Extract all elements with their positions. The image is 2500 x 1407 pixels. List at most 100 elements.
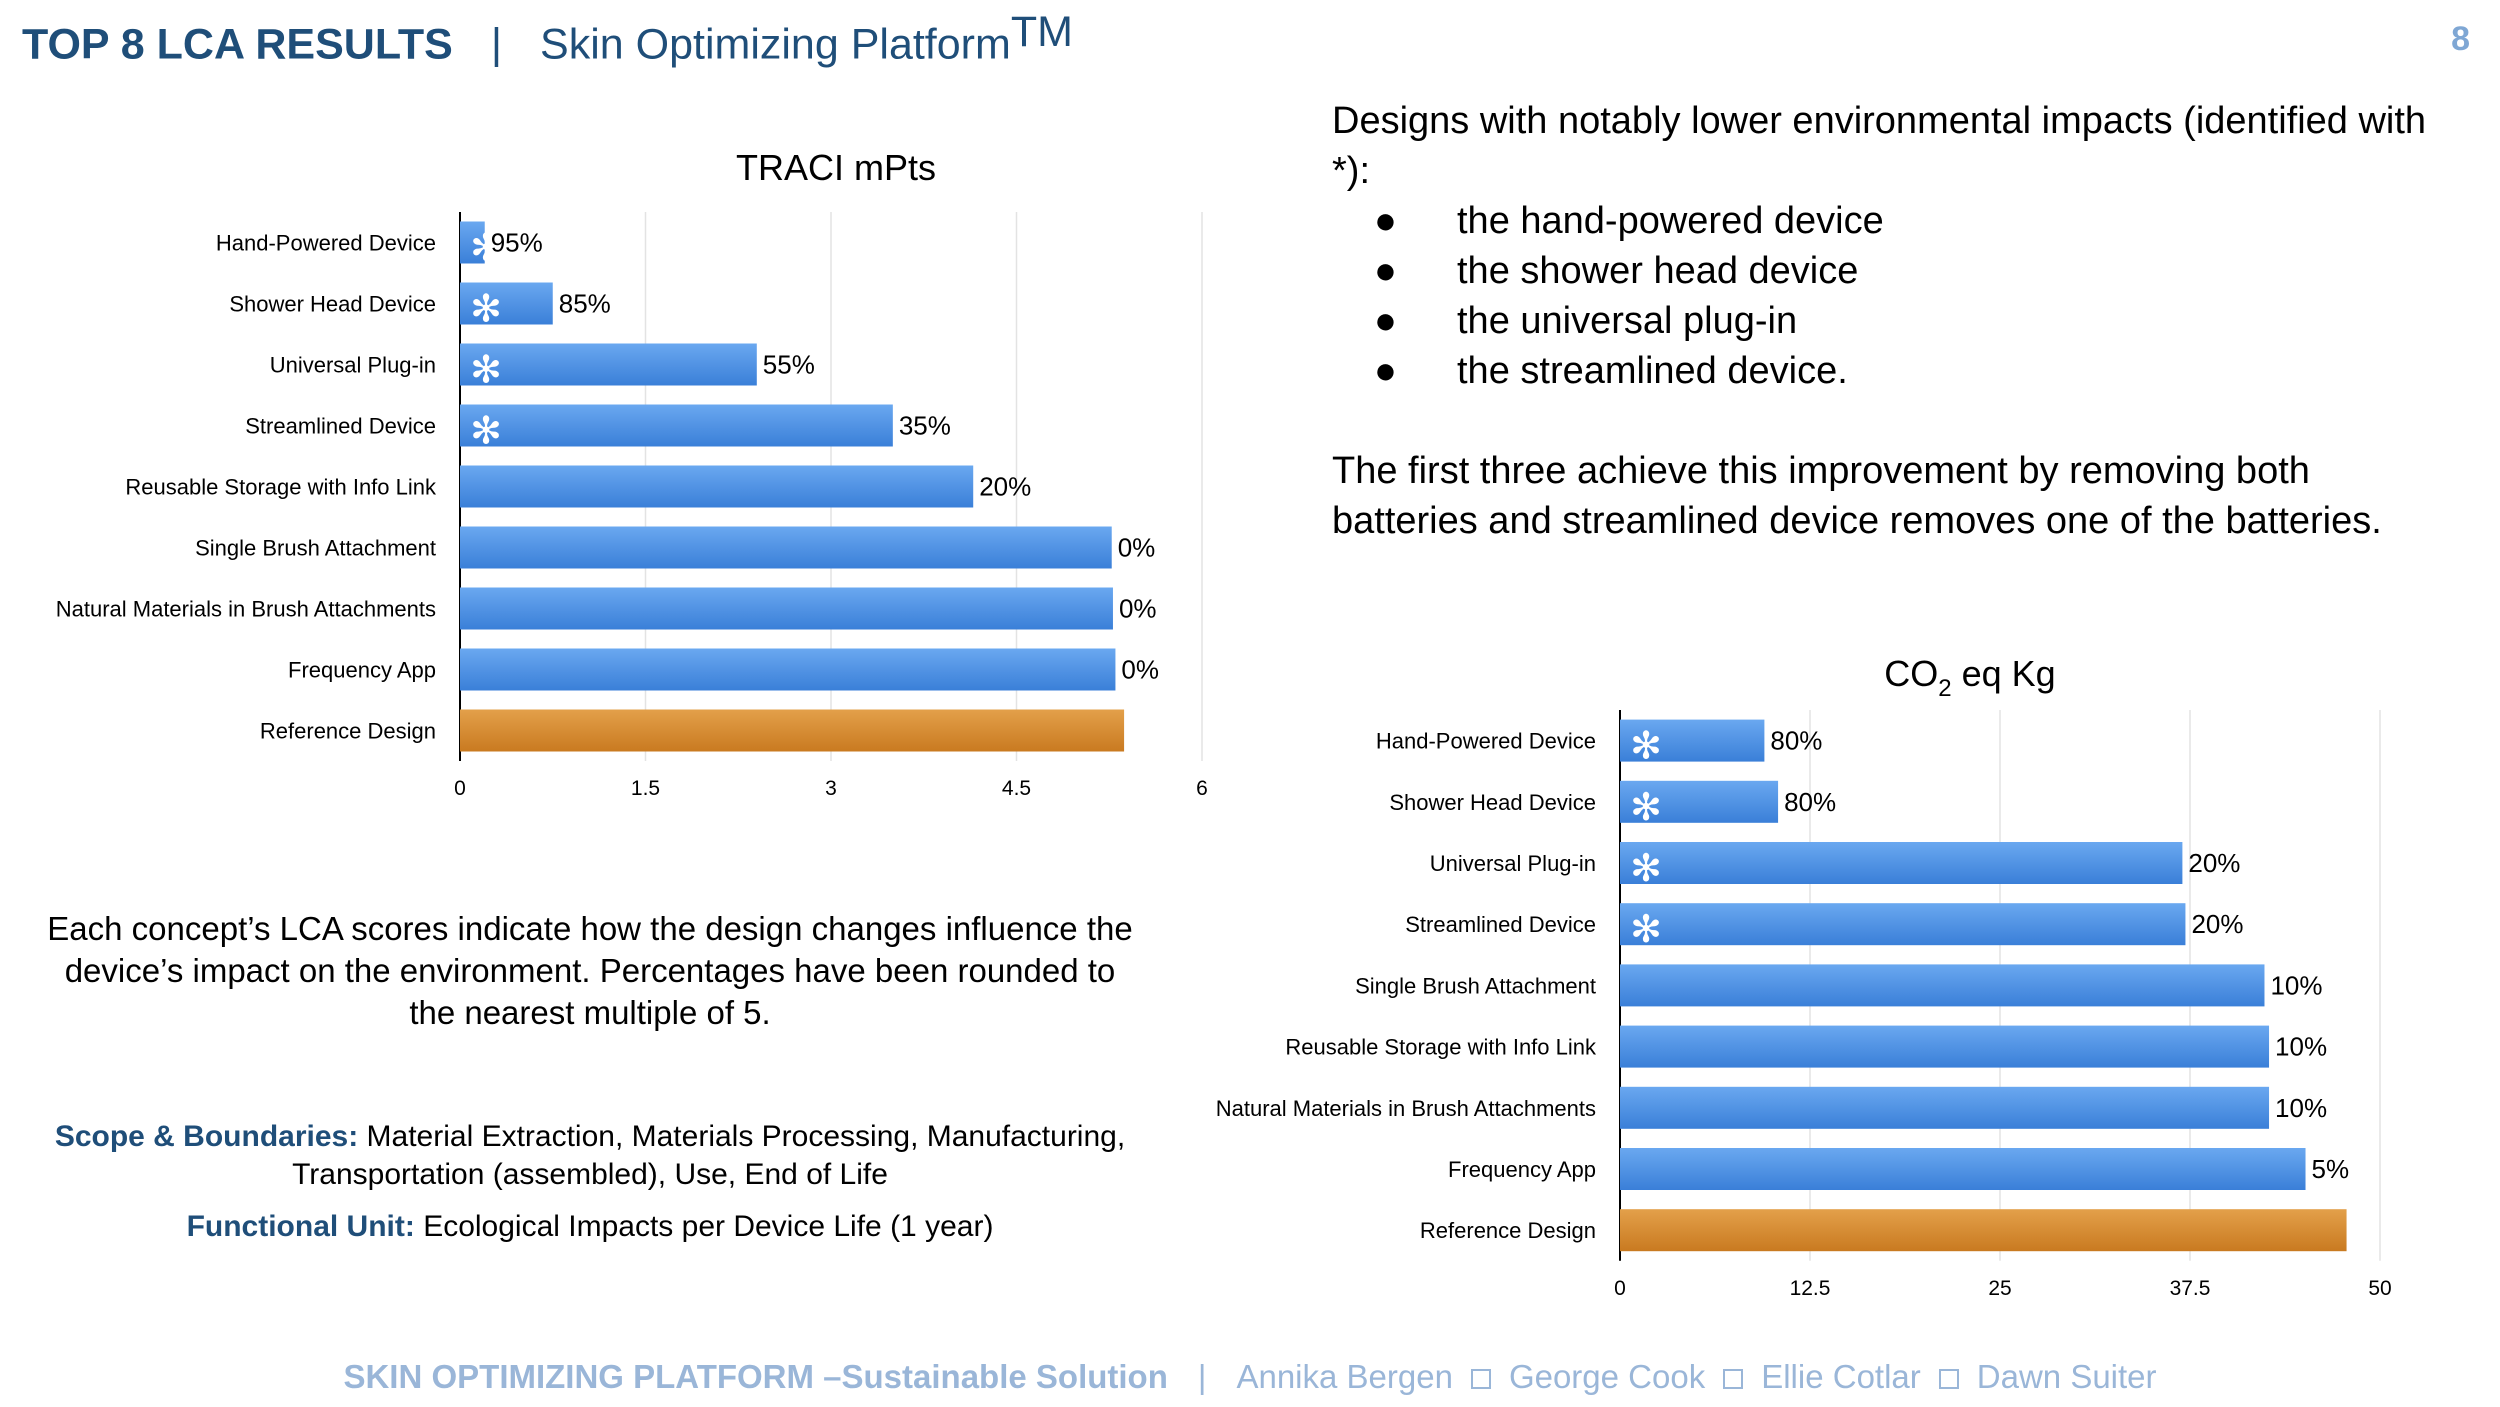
data-label: 20% <box>979 472 1031 502</box>
asterisk-icon: ✻ <box>470 411 502 453</box>
category-label: Streamlined Device <box>245 414 436 439</box>
data-label: 55% <box>763 350 815 380</box>
data-label: 80% <box>1770 726 1822 756</box>
bar <box>1620 780 1779 823</box>
category-label: Shower Head Device <box>1389 790 1596 815</box>
scope-text: Material Extraction, Materials Processin… <box>292 1120 1126 1191</box>
co2-chart: 0 12.5 25 37.5 50 CO2 eq Kg Hand-Powered Devic… <box>1216 653 2392 1300</box>
notes-list: ● the hand-powered device ● the shower hea… <box>1332 196 2442 396</box>
traci-chart: 0 1.5 3 4.5 6 TRACI mPts Hand-Powered Device ✻ 9… <box>56 147 1208 800</box>
bar <box>460 465 974 508</box>
trademark-mark: TM <box>1010 8 1073 56</box>
functional-unit-label: Functional Unit: <box>186 1210 415 1243</box>
footer-author: Dawn Suiter <box>1976 1358 2157 1395</box>
x-tick-label: 50 <box>2368 1277 2391 1300</box>
x-tick-label: 0 <box>1614 1277 1626 1300</box>
data-label: 10% <box>2275 1093 2327 1123</box>
category-label: Shower Head Device <box>229 292 436 317</box>
bar <box>1620 719 1765 762</box>
data-label: 0% <box>1121 655 1159 685</box>
bar <box>460 587 1113 630</box>
notes-item: ● the streamlined device. <box>1332 346 2442 396</box>
category-label: Streamlined Device <box>1405 912 1596 937</box>
category-label: Hand-Powered Device <box>216 231 436 256</box>
footer-author: George Cook <box>1508 1358 1706 1395</box>
data-label: 10% <box>2275 1032 2327 1062</box>
slide-header: TOP 8 LCA RESULTS | Skin Optimizing Platfo… <box>22 8 1073 74</box>
bar <box>1620 1025 2270 1068</box>
bar <box>1620 842 2183 884</box>
x-tick-label: 0 <box>454 777 466 800</box>
bar <box>460 404 893 447</box>
data-label: 10% <box>2270 970 2322 1000</box>
data-label: 5% <box>2312 1154 2350 1184</box>
bar <box>1620 1148 2306 1190</box>
category-label: Universal Plug-in <box>1430 851 1596 876</box>
bullet-icon: ● <box>1374 200 1397 242</box>
bar <box>1620 1086 2270 1129</box>
bar <box>1620 964 2265 1007</box>
bar <box>1620 903 2186 946</box>
title-separator: | <box>490 20 503 69</box>
asterisk-icon: ✻ <box>1630 848 1662 890</box>
bar <box>460 709 1125 752</box>
category-label: Reference Design <box>260 719 436 744</box>
category-label: Universal Plug-in <box>270 353 436 378</box>
asterisk-icon: ✻ <box>1630 909 1662 951</box>
data-label: 0% <box>1119 594 1157 624</box>
scope-label: Scope & Boundaries: <box>54 1120 359 1153</box>
data-label: 35% <box>899 411 951 441</box>
bar <box>460 282 553 325</box>
impact-notes: Designs with notably lower environmental… <box>1332 96 2442 546</box>
x-tick-label: 12.5 <box>1790 1277 1831 1300</box>
notes-item: ● the universal plug-in <box>1332 296 2442 346</box>
footer-author: Annika Bergen <box>1236 1358 1453 1395</box>
x-tick-label: 4.5 <box>1002 777 1031 800</box>
category-label: Reusable Storage with Info Link <box>125 475 437 500</box>
notes-item: ● the hand-powered device <box>1332 196 2442 246</box>
footer-separator: | <box>1197 1358 1207 1395</box>
x-tick-label: 1.5 <box>631 777 660 800</box>
lca-description: Each concept’s LCA scores indicate how t… <box>47 910 1133 1031</box>
category-label: Natural Materials in Brush Attachments <box>1216 1096 1596 1121</box>
asterisk-icon: ✻ <box>1630 726 1662 768</box>
data-label: 0% <box>1118 533 1156 563</box>
category-label: Single Brush Attachment <box>1355 973 1596 998</box>
x-tick-label: 25 <box>1988 1277 2011 1300</box>
bar <box>460 343 757 386</box>
x-tick-label: 3 <box>825 777 837 800</box>
category-label: Single Brush Attachment <box>195 536 436 561</box>
data-label: 20% <box>2191 909 2243 939</box>
category-label: Reference Design <box>1420 1218 1596 1243</box>
chart-title: CO2 eq Kg <box>1884 653 2055 702</box>
notes-intro: Designs with notably lower environmental… <box>1332 100 2427 192</box>
page-number: 8 <box>2451 20 2470 58</box>
bar <box>1620 1209 2347 1252</box>
category-label: Frequency App <box>288 658 436 683</box>
scope-boundaries: Scope & Boundaries: Material Extraction,… <box>40 1118 1140 1194</box>
bar <box>460 221 485 264</box>
data-label: 85% <box>559 289 611 319</box>
notes-item: ● the shower head device <box>1332 246 2442 296</box>
bar <box>460 648 1116 691</box>
chart-title: TRACI mPts <box>736 147 936 188</box>
functional-unit-text: Ecological Impacts per Device Life (1 ye… <box>414 1210 994 1243</box>
square-icon <box>1723 1369 1744 1390</box>
bullet-icon: ● <box>1374 300 1397 342</box>
category-label: Frequency App <box>1448 1157 1596 1182</box>
category-label: Hand-Powered Device <box>1376 729 1596 754</box>
x-tick-label: 6 <box>1196 777 1208 800</box>
asterisk-icon: ✻ <box>470 350 502 392</box>
bullet-icon: ● <box>1374 350 1397 392</box>
slide-title: TOP 8 LCA RESULTS <box>22 20 453 69</box>
data-label: 95% <box>491 228 543 258</box>
asterisk-icon: ✻ <box>1630 787 1662 829</box>
bar <box>460 526 1112 569</box>
functional-unit: Functional Unit: Ecological Impacts per … <box>40 1208 1140 1246</box>
slide-footer: SKIN OPTIMIZING PLATFORM –Sustainable So… <box>0 1358 2500 1396</box>
category-label: Reusable Storage with Info Link <box>1285 1035 1597 1060</box>
slide-subtitle: Skin Optimizing Platform <box>540 20 1011 69</box>
notes-explanation: The first three achieve this improvement… <box>1332 450 2382 542</box>
footer-author: Ellie Cotlar <box>1761 1358 1921 1395</box>
x-tick-label: 37.5 <box>2170 1277 2211 1300</box>
